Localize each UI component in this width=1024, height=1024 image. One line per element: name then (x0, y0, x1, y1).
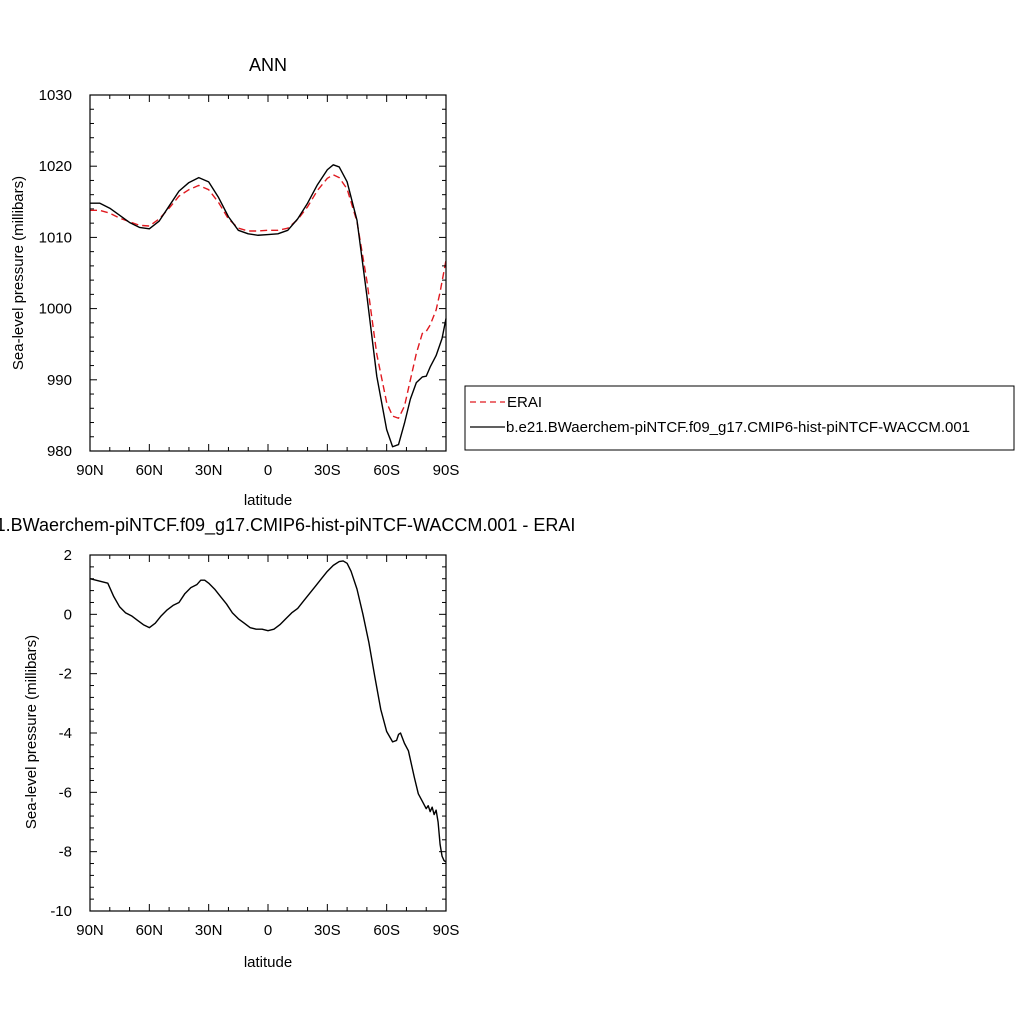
panel-annual-slp: ANN 90N 60N 30N 0 30S 60S 90S 980 990 1000 1010 10… (10, 55, 1015, 509)
series-line-1 (90, 174, 447, 419)
x-axis-label: latitude (244, 954, 292, 971)
y-axis-label: Sea-level pressure (millibars) (23, 635, 40, 829)
x-tick-label: 30N (195, 462, 223, 479)
x-tick-label: 30N (195, 922, 223, 939)
panel-difference: b.e21.BWaerchem-piNTCF.f09_g17.CMIP6-his… (0, 515, 575, 971)
x-tick-label: 30S (314, 922, 341, 939)
chart-title: b.e21.BWaerchem-piNTCF.f09_g17.CMIP6-his… (0, 515, 575, 536)
y-tick-label: -2 (59, 666, 72, 683)
y-tick-label: 1000 (39, 301, 72, 318)
x-tick-label: 0 (264, 462, 272, 479)
series-line-1 (89, 560, 447, 863)
y-tick-label: 1030 (39, 87, 72, 104)
x-tick-label: 90S (433, 922, 460, 939)
chart-title: ANN (249, 55, 287, 75)
y-tick-labels: -10 -8 -6 -4 -2 0 2 (50, 547, 72, 920)
series-line-2 (90, 164, 447, 448)
legend-label-model: b.e21.BWaerchem-piNTCF.f09_g17.CMIP6-his… (506, 419, 970, 436)
x-tick-label: 60S (373, 922, 400, 939)
x-tick-label: 30S (314, 462, 341, 479)
x-tick-label: 90S (433, 462, 460, 479)
y-tick-label: 1020 (39, 158, 72, 175)
y-tick-labels: 980 990 1000 1010 1020 1030 (39, 87, 72, 460)
y-tick-label: 990 (47, 372, 72, 389)
x-tick-label: 90N (76, 462, 104, 479)
x-tick-label: 60N (136, 462, 164, 479)
legend-box (464, 385, 1015, 451)
plot-area (89, 560, 447, 863)
y-axis-label: Sea-level pressure (millibars) (10, 176, 27, 370)
legend-label-erai: ERAI (507, 394, 542, 411)
x-tick-label: 0 (264, 922, 272, 939)
axis-ticks (89, 94, 447, 452)
x-tick-label: 60N (136, 922, 164, 939)
y-tick-label: 2 (64, 547, 72, 564)
x-tick-labels: 90N 60N 30N 0 30S 60S 90S (76, 922, 459, 939)
y-tick-label: 0 (64, 606, 72, 623)
y-tick-label: -4 (59, 725, 72, 742)
x-tick-label: 90N (76, 922, 104, 939)
y-tick-label: -8 (59, 844, 72, 861)
x-tick-labels: 90N 60N 30N 0 30S 60S 90S (76, 462, 459, 479)
y-tick-label: -10 (50, 903, 72, 920)
x-axis-label: latitude (244, 492, 292, 509)
legend: ERAI b.e21.BWaerchem-piNTCF.f09_g17.CMIP… (464, 385, 1015, 451)
y-tick-label: 1010 (39, 229, 72, 246)
plot-area (90, 164, 447, 448)
y-tick-label: -6 (59, 784, 72, 801)
y-tick-label: 980 (47, 443, 72, 460)
axis-ticks (89, 554, 447, 912)
x-tick-label: 60S (373, 462, 400, 479)
